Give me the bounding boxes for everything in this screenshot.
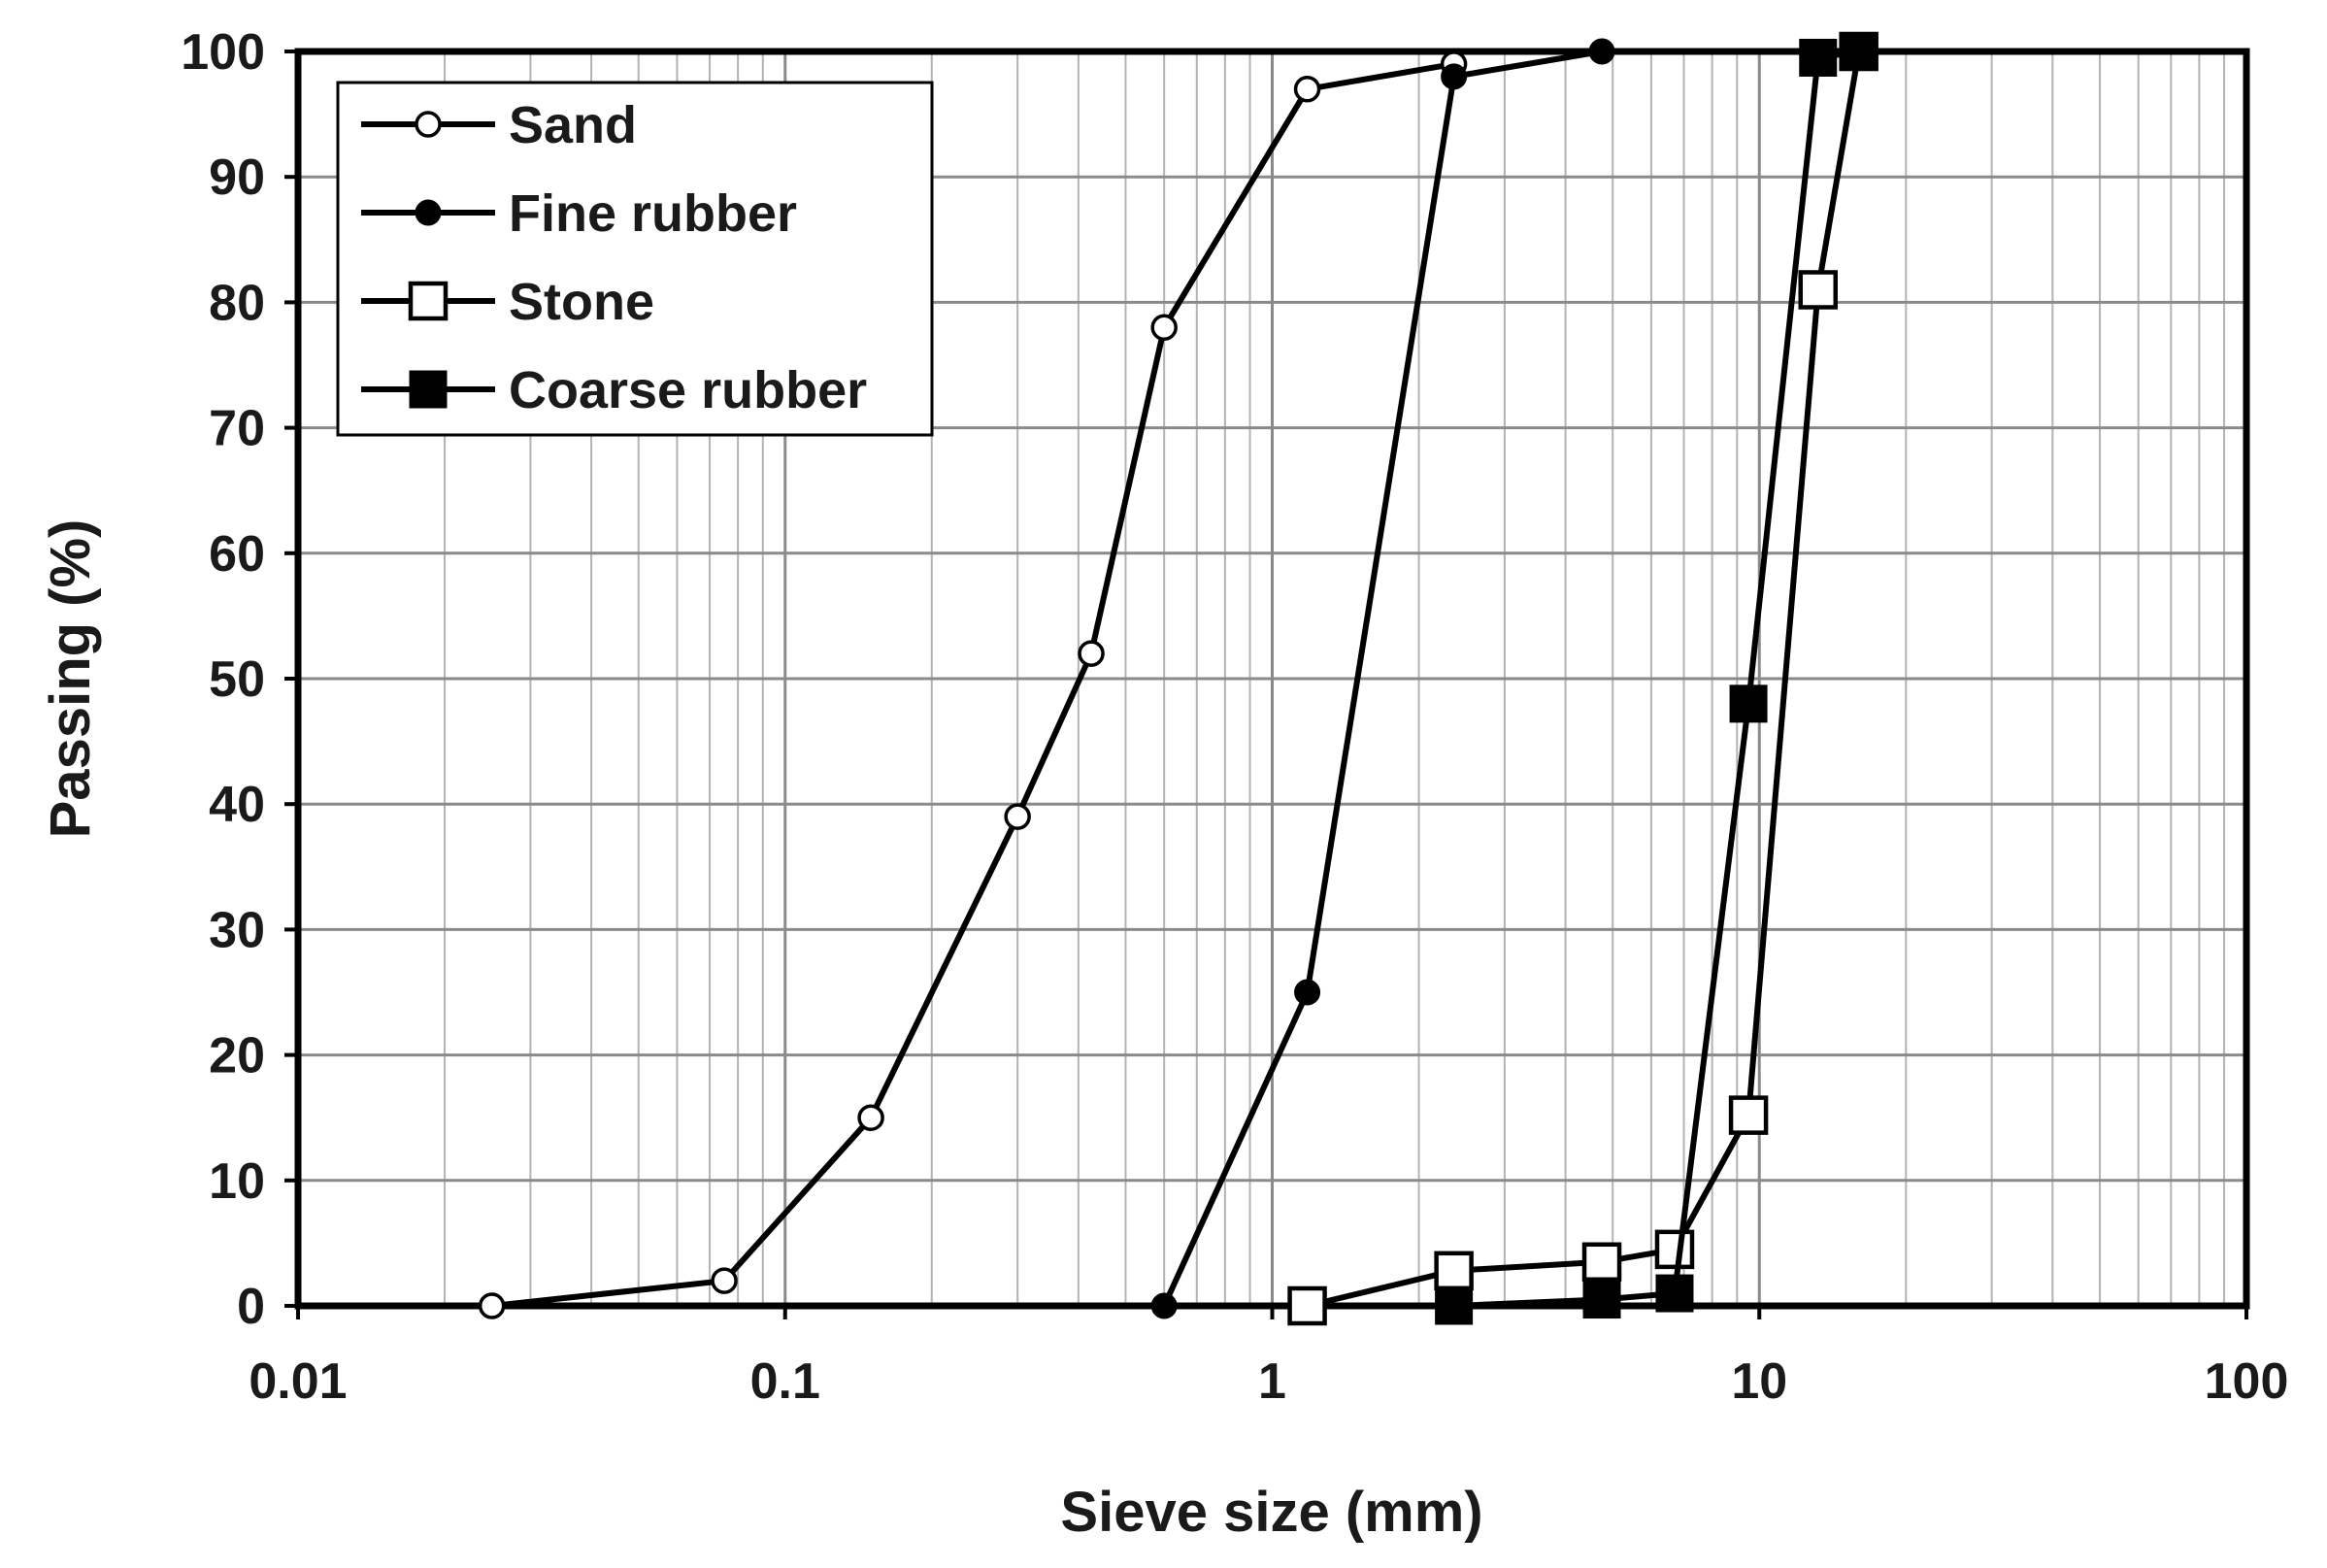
coarse-rubber-point [1435, 1286, 1474, 1325]
x-tick-label: 10 [1731, 1353, 1787, 1410]
stone-point [1287, 1285, 1327, 1326]
axis-ticks: 0.01 0.1 1 10 100 0 10 20 30 40 50 60 70 80 90 100 [181, 24, 2288, 1410]
y-tick-label: 100 [181, 24, 265, 81]
legend-swatch-marker [415, 199, 442, 226]
fine-rubber-point [1441, 63, 1468, 90]
sand-point [1078, 640, 1105, 667]
legend-label: Fine rubber [509, 184, 797, 243]
y-tick-label: 70 [209, 401, 265, 457]
series-fine-rubber [1150, 38, 1615, 1319]
legend-swatch-marker [415, 111, 442, 138]
legend-swatch-marker [408, 281, 449, 321]
fine-rubber-line [1161, 49, 1603, 1308]
sand-point [711, 1267, 738, 1294]
y-tick-label: 20 [209, 1028, 265, 1084]
coarse-rubber-point [1655, 1274, 1694, 1313]
y-tick-label: 10 [209, 1153, 265, 1210]
coarse-rubber-point [1729, 684, 1768, 723]
sand-point [857, 1104, 884, 1131]
series [478, 31, 1878, 1326]
coarse-rubber-point [1799, 38, 1838, 77]
x-tick-label: 100 [2205, 1353, 2289, 1410]
sand-point [1150, 314, 1178, 341]
sand-line [491, 60, 1455, 1309]
sand-point [1293, 76, 1321, 103]
coarse-rubber-point [1840, 32, 1878, 71]
legend-swatch-marker [409, 370, 448, 409]
x-tick-label: 0.01 [249, 1353, 347, 1410]
legend-entry-fine-rubber: Fine rubber [361, 184, 797, 243]
stone-point [1434, 1251, 1474, 1291]
legend-entry-sand: Sand [361, 96, 637, 154]
legend-entry-stone: Stone [361, 273, 654, 331]
stone-point [1654, 1229, 1695, 1270]
legend-label: Coarse rubber [509, 361, 867, 419]
x-tick-label: 1 [1258, 1353, 1286, 1410]
y-tick-label: 90 [209, 150, 265, 206]
y-tick-label: 40 [209, 777, 265, 833]
fine-rubber-point [1150, 1292, 1178, 1319]
fine-rubber-point [1588, 38, 1615, 65]
fine-rubber-point [1294, 979, 1321, 1006]
legend-label: Sand [509, 96, 637, 154]
y-tick-label: 50 [209, 651, 265, 708]
sand-point [1004, 803, 1031, 830]
series-coarse-rubber [1435, 32, 1878, 1325]
y-tick-label: 30 [209, 902, 265, 958]
legend-entry-coarse-rubber: Coarse rubber [361, 361, 867, 419]
series-sand [478, 50, 1468, 1319]
x-tick-label: 0.1 [750, 1353, 820, 1410]
x-axis-title: Sieve size (mm) [1060, 1481, 1482, 1544]
stone-point [1798, 270, 1838, 310]
y-tick-label: 60 [209, 526, 265, 583]
y-tick-label: 80 [209, 275, 265, 331]
stone-point [1581, 1242, 1622, 1283]
y-axis-title: Passing (%) [39, 519, 102, 839]
coarse-rubber-point [1582, 1281, 1621, 1319]
legend-label: Stone [509, 273, 654, 331]
stone-point [1728, 1095, 1769, 1135]
legend: Sand Fine rubber Stone Coarse rubber [336, 81, 934, 437]
sand-point [478, 1292, 506, 1319]
y-tick-label: 0 [237, 1279, 265, 1335]
